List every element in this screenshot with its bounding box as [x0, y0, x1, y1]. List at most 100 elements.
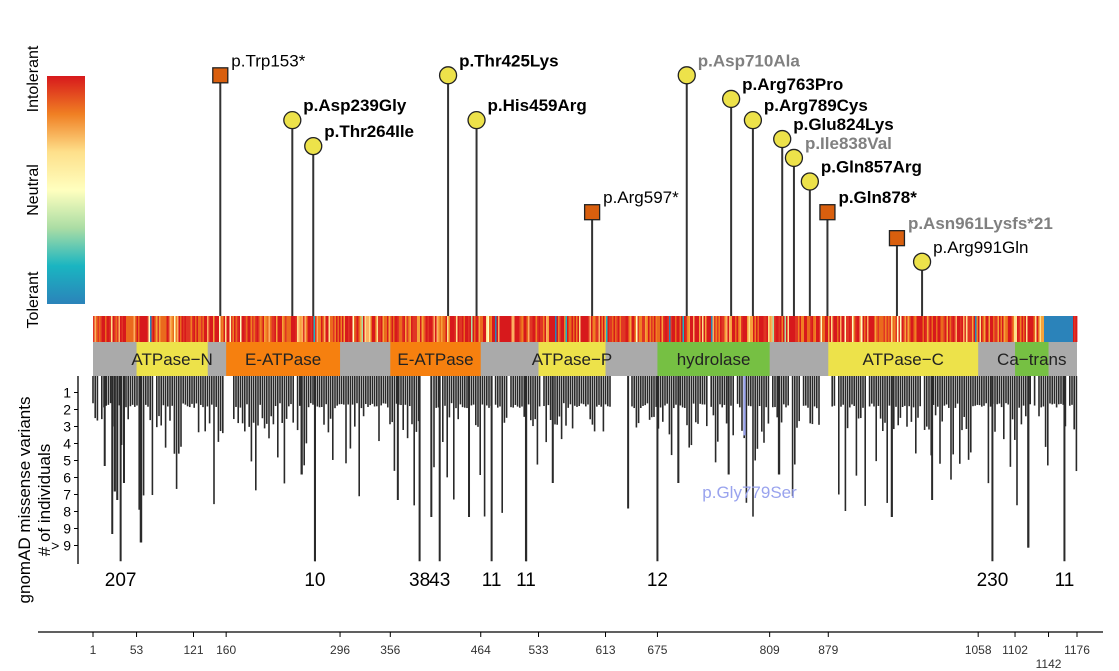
heat-cell — [249, 316, 251, 342]
heat-cell — [927, 316, 929, 342]
heat-cell — [735, 316, 737, 342]
heat-cell — [352, 316, 355, 342]
heat-cell — [901, 316, 904, 342]
heat-cell — [946, 316, 949, 342]
heat-cell — [697, 316, 700, 342]
variant-label-p-asn961lysfs-21: p.Asn961Lysfs*21 — [908, 214, 1053, 233]
heat-cell — [822, 316, 824, 342]
heat-cell — [546, 316, 548, 342]
heat-cell — [1012, 316, 1015, 342]
heat-cell — [952, 316, 955, 342]
heat-cell — [250, 316, 253, 342]
heat-cell — [93, 316, 95, 342]
heat-cell — [774, 316, 776, 342]
heat-cell — [951, 316, 953, 342]
heat-cell — [462, 316, 464, 342]
gnomad-y-tick-label: 8 — [63, 504, 71, 520]
heat-cell — [483, 316, 485, 342]
heat-cell — [742, 316, 745, 342]
heat-cell — [856, 316, 859, 342]
heat-cell — [684, 316, 686, 342]
heat-cell — [633, 316, 635, 342]
heat-cell — [187, 316, 190, 342]
domain-block-5 — [828, 342, 979, 376]
heat-cell — [300, 316, 302, 342]
heat-cell — [349, 316, 352, 342]
heat-cell — [274, 316, 277, 342]
heat-cell — [192, 316, 194, 342]
heat-cell — [331, 316, 334, 342]
heat-cell — [396, 316, 398, 342]
heat-cell — [922, 316, 925, 342]
heat-cell — [1033, 316, 1036, 342]
heat-cell — [912, 316, 914, 342]
heat-cell — [625, 316, 628, 342]
heat-cell — [655, 316, 658, 342]
heat-cell — [1030, 316, 1033, 342]
heat-cell — [292, 316, 295, 342]
gnomad-y-tick-label: 6 — [63, 470, 71, 486]
heat-cell — [892, 316, 895, 342]
heat-cell — [460, 316, 463, 342]
heat-cell — [898, 316, 901, 342]
heat-cell — [259, 316, 262, 342]
heat-cell — [291, 316, 293, 342]
heat-cell — [592, 316, 595, 342]
heat-cell — [118, 316, 121, 342]
heat-cell — [688, 316, 691, 342]
heat-cell — [907, 316, 910, 342]
heat-cell — [570, 316, 572, 342]
heat-cell — [670, 316, 673, 342]
heat-cell — [703, 316, 706, 342]
heat-cell — [993, 316, 995, 342]
heat-cell — [219, 316, 221, 342]
heat-cell — [297, 316, 299, 342]
heat-cell — [786, 316, 788, 342]
variant-lollipops: p.Trp153* p.Asp239Gly p.Thr264Ile p.Thr425L… — [212, 51, 1053, 316]
x-tick-label: 613 — [596, 643, 616, 657]
heat-cell — [1023, 316, 1025, 342]
heat-cell — [720, 316, 722, 342]
heat-cell — [639, 316, 641, 342]
heat-cell — [1029, 316, 1031, 342]
heat-cell — [873, 316, 875, 342]
heat-cell — [958, 316, 961, 342]
heat-cell — [315, 316, 317, 342]
heat-cell — [835, 316, 838, 342]
heat-cell — [342, 316, 344, 342]
heat-cell — [1006, 316, 1009, 342]
heat-cell — [196, 316, 199, 342]
heat-cell — [1002, 316, 1004, 342]
heat-cell — [136, 316, 139, 342]
heat-cell — [904, 316, 907, 342]
heat-cell — [859, 316, 862, 342]
heat-cell — [925, 316, 928, 342]
heat-cell — [159, 316, 161, 342]
heat-cell — [715, 316, 718, 342]
heat-cell — [138, 316, 140, 342]
heat-cell — [421, 316, 424, 342]
domain-label-2: E-ATPase — [397, 350, 473, 369]
x-tick-label: 1 — [90, 643, 97, 657]
heat-cell — [306, 316, 308, 342]
tolerance-legend: Intolerant Neutral Tolerant — [25, 45, 85, 328]
heat-cell — [561, 316, 563, 342]
heat-cell — [733, 316, 736, 342]
gnomad-y-tick-label: 2 — [63, 402, 71, 418]
domain-block-0 — [136, 342, 208, 376]
heat-cell — [975, 316, 977, 342]
heat-cell — [601, 316, 604, 342]
heat-cell — [607, 316, 610, 342]
heat-cell — [400, 316, 403, 342]
heat-cell — [541, 316, 544, 342]
heat-cell — [838, 316, 841, 342]
heat-cell — [712, 316, 715, 342]
heat-cell — [796, 316, 799, 342]
heat-cell — [816, 316, 818, 342]
heat-cell — [862, 316, 865, 342]
heat-cell — [522, 316, 524, 342]
heat-cell — [280, 316, 283, 342]
heat-cell — [502, 316, 505, 342]
heat-cell — [612, 316, 614, 342]
heat-cell — [780, 316, 782, 342]
